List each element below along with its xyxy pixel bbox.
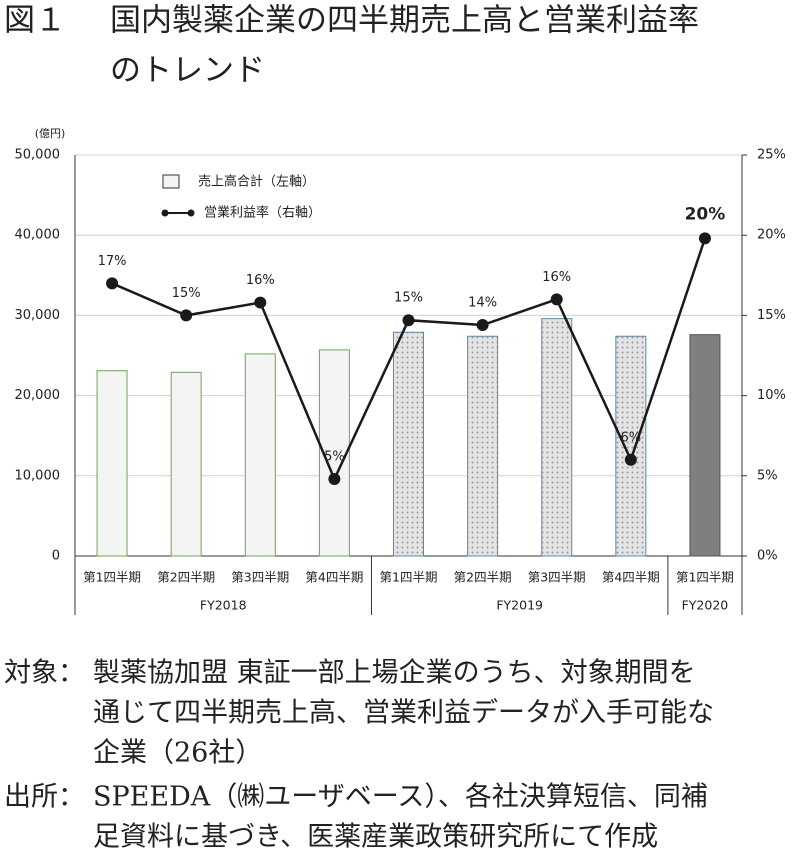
y-tick-label: 40,000 xyxy=(15,228,61,243)
y-tick-label: 0 xyxy=(52,549,60,564)
data-label: 14% xyxy=(468,296,497,311)
x-tick-label: 第2四半期 xyxy=(157,570,215,585)
bar xyxy=(393,331,424,557)
y2-tick-label: 5% xyxy=(757,468,778,483)
y-tick-label: 20,000 xyxy=(15,388,61,403)
note-label: 対象： xyxy=(4,658,85,689)
note-text: 製薬協加盟 東証一部上場企業のうち、対象期間を xyxy=(93,658,696,689)
y2-tick-label: 0% xyxy=(757,549,778,564)
note-text: 企業（26社） xyxy=(93,738,262,769)
y2-tick-label: 15% xyxy=(757,308,786,323)
data-label: 6% xyxy=(621,430,642,445)
group-label: FY2020 xyxy=(682,598,729,613)
note-label: 出所： xyxy=(4,782,85,813)
legend-swatch xyxy=(162,174,180,189)
line-point xyxy=(180,309,193,322)
legend-swatch xyxy=(161,209,169,217)
group-label: FY2018 xyxy=(200,598,247,613)
chart-title: のトレンド xyxy=(110,53,265,89)
line-point xyxy=(254,296,267,309)
x-tick-label: 第3四半期 xyxy=(231,570,289,585)
x-tick-label: 第4四半期 xyxy=(602,570,660,585)
data-label: 15% xyxy=(394,291,423,306)
x-tick-label: 第2四半期 xyxy=(454,570,512,585)
legend-label: 営業利益率（右軸） xyxy=(204,205,321,221)
y-tick-label: 10,000 xyxy=(15,468,61,483)
figure-label: 図１ xyxy=(4,3,66,39)
x-tick-label: 第4四半期 xyxy=(305,570,363,585)
bar xyxy=(467,335,499,557)
bar xyxy=(541,318,573,557)
data-label: 20% xyxy=(685,204,726,224)
y-unit: (億円) xyxy=(35,127,66,140)
x-tick-label: 第1四半期 xyxy=(380,570,438,585)
bar xyxy=(244,353,276,557)
bar xyxy=(615,335,647,557)
y2-tick-label: 10% xyxy=(757,388,786,403)
y2-tick-label: 20% xyxy=(757,228,786,243)
legend-label: 売上高合計（左軸） xyxy=(198,174,315,190)
note-text: 通じて四半期売上高、営業利益データが入手可能な xyxy=(93,698,714,729)
line-point xyxy=(106,277,119,290)
chart-title: 国内製薬企業の四半期売上高と営業利益率 xyxy=(110,3,699,39)
line-point xyxy=(550,293,563,306)
x-tick-label: 第3四半期 xyxy=(528,570,586,585)
legend-swatch xyxy=(187,209,195,217)
y-tick-label: 50,000 xyxy=(15,148,61,163)
line-point xyxy=(624,453,637,466)
group-label: FY2019 xyxy=(496,598,543,613)
x-tick-label: 第1四半期 xyxy=(83,570,141,585)
data-label: 17% xyxy=(98,254,127,269)
bar xyxy=(170,371,202,557)
bar xyxy=(689,334,721,557)
data-label: 16% xyxy=(246,273,275,288)
note-text: SPEEDA（㈱ユーザベース）、各社決算短信、同補 xyxy=(93,782,708,813)
data-label: 15% xyxy=(172,286,201,301)
line-point xyxy=(328,473,341,486)
line-point xyxy=(698,232,711,245)
data-label: 5% xyxy=(324,450,345,465)
data-label: 16% xyxy=(542,270,571,285)
line-point xyxy=(402,314,415,327)
line-point xyxy=(476,319,489,332)
y-tick-label: 30,000 xyxy=(15,308,61,323)
bar xyxy=(96,370,128,557)
y2-tick-label: 25% xyxy=(757,148,786,163)
x-tick-label: 第1四半期 xyxy=(676,570,734,585)
note-text: 足資料に基づき、医薬産業政策研究所にて作成 xyxy=(93,822,658,853)
